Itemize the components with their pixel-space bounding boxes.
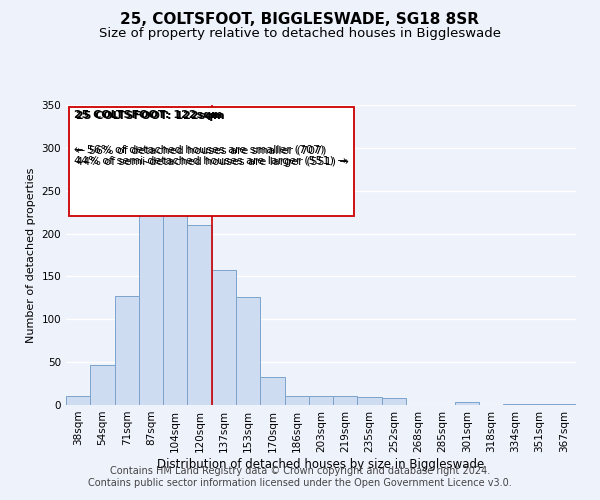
Text: 25 COLTSFOOT: 122sqm: 25 COLTSFOOT: 122sqm — [76, 111, 225, 121]
Text: 25 COLTSFOOT: 122sqm: 25 COLTSFOOT: 122sqm — [74, 110, 222, 120]
Text: 25, COLTSFOOT, BIGGLESWADE, SG18 8SR: 25, COLTSFOOT, BIGGLESWADE, SG18 8SR — [121, 12, 479, 28]
Bar — [139, 207, 163, 405]
X-axis label: Distribution of detached houses by size in Biggleswade: Distribution of detached houses by size … — [157, 458, 485, 470]
Bar — [284, 396, 309, 405]
Bar — [115, 296, 139, 405]
Bar — [333, 396, 358, 405]
Y-axis label: Number of detached properties: Number of detached properties — [26, 168, 36, 342]
Bar — [187, 225, 212, 405]
Bar — [236, 297, 260, 405]
Text: Contains HM Land Registry data © Crown copyright and database right 2024.
Contai: Contains HM Land Registry data © Crown c… — [88, 466, 512, 487]
Bar — [455, 402, 479, 405]
Text: Size of property relative to detached houses in Biggleswade: Size of property relative to detached ho… — [99, 28, 501, 40]
Bar — [552, 404, 576, 405]
Bar — [90, 364, 115, 405]
FancyBboxPatch shape — [68, 106, 354, 216]
Bar — [163, 162, 187, 405]
Bar — [66, 396, 90, 405]
Bar — [260, 376, 284, 405]
Bar — [309, 396, 333, 405]
Bar — [527, 404, 552, 405]
Bar — [503, 404, 527, 405]
Bar — [382, 398, 406, 405]
Bar — [358, 398, 382, 405]
Text: ← 56% of detached houses are smaller (707)
44% of semi-detached houses are large: ← 56% of detached houses are smaller (70… — [74, 144, 347, 166]
Text: ← 56% of detached houses are smaller (707)
44% of semi-detached houses are large: ← 56% of detached houses are smaller (70… — [76, 146, 349, 167]
Bar — [212, 270, 236, 405]
